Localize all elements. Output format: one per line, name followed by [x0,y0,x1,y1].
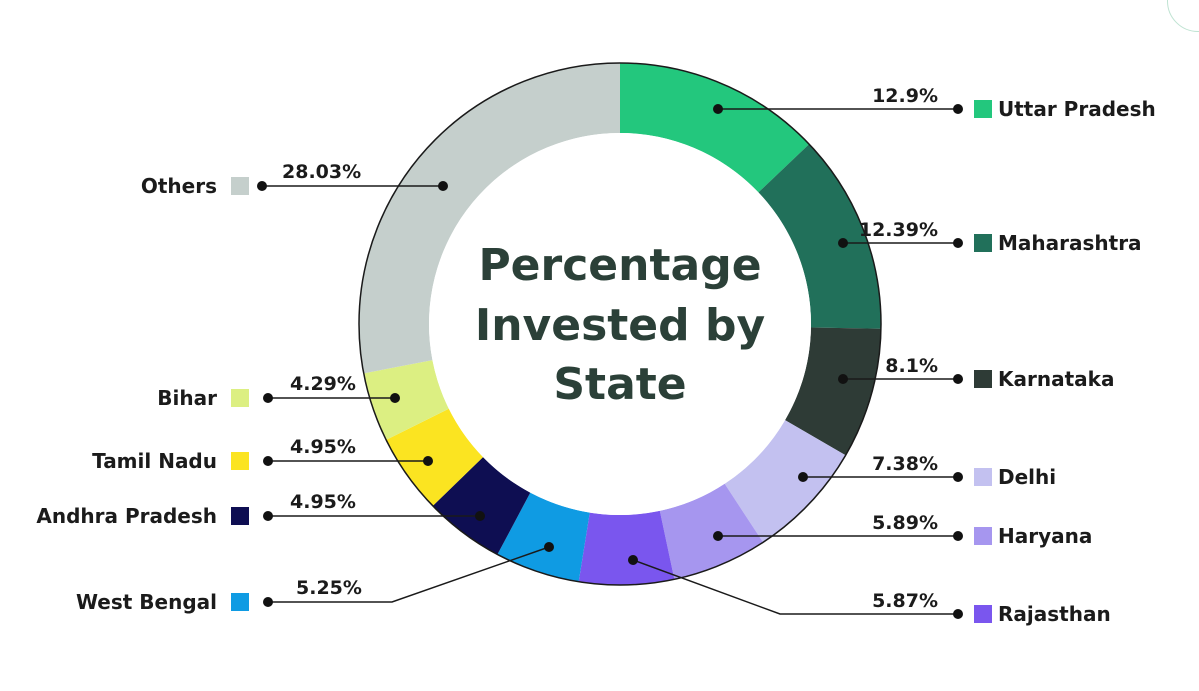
slice-karnataka [785,327,881,456]
legend-swatch [974,605,992,623]
slice-andhra-pradesh [432,457,531,555]
end-dot [953,238,963,248]
slice-west-bengal [497,492,590,582]
end-dot [263,456,273,466]
anchor-dot [713,104,723,114]
legend-swatch [974,234,992,252]
value-label: 5.87% [872,590,938,612]
callout-haryana: 5.89% Haryana [713,512,1092,548]
donut-hole [429,133,811,515]
legend-swatch [231,389,249,407]
value-label: 7.38% [872,453,938,475]
slice-uttar-pradesh [620,63,810,193]
leader-line [268,546,550,603]
value-label: 8.1% [885,355,938,377]
callout-tamil-nadu: 4.95% Tamil Nadu [92,436,433,473]
callout-karnataka: 8.1% Karnataka [838,355,1114,391]
category-label: Tamil Nadu [92,449,217,473]
slice-bihar [363,360,449,440]
category-label: Rajasthan [998,602,1111,626]
anchor-dot [798,472,808,482]
category-label: Others [141,174,217,198]
slice-haryana [659,483,764,580]
end-dot [953,609,963,619]
end-dot [953,104,963,114]
category-label: Karnataka [998,367,1114,391]
slice-maharashtra [758,144,881,329]
end-dot [263,511,273,521]
slice-rajasthan [578,510,675,585]
value-label: 5.25% [296,577,362,599]
category-label: Bihar [157,386,217,410]
end-dot [953,531,963,541]
leader-line [632,559,958,615]
legend-swatch [231,177,249,195]
anchor-dot [475,511,485,521]
value-label: 28.03% [282,161,361,183]
legend-swatch [974,527,992,545]
chart-title-line-1: Percentage [478,240,761,291]
anchor-dot [438,181,448,191]
value-label: 5.89% [872,512,938,534]
end-dot [953,374,963,384]
legend-swatch [974,100,992,118]
anchor-dot [423,456,433,466]
anchor-dot [838,374,848,384]
category-label: Andhra Pradesh [36,504,217,528]
slice-others [359,63,620,374]
anchor-dot [838,238,848,248]
slice-tamil-nadu [386,408,484,506]
chart-title-line-2: Invested by [475,300,765,351]
callout-west-bengal: 5.25% West Bengal [76,542,554,614]
outer-ring [358,62,882,586]
callout-bihar: 4.29% Bihar [157,373,400,410]
end-dot [953,472,963,482]
anchor-dot [713,531,723,541]
value-label: 4.29% [290,373,356,395]
legend-swatch [231,452,249,470]
category-label: West Bengal [76,590,217,614]
callout-others: 28.03% Others [141,161,448,198]
callout-uttar-pradesh: 12.9% Uttar Pradesh [713,85,1156,121]
legend-swatch [231,593,249,611]
value-label: 12.9% [872,85,938,107]
value-label: 4.95% [290,436,356,458]
value-label: 12.39% [859,219,938,241]
end-dot [263,393,273,403]
legend-swatch [974,468,992,486]
callout-andhra-pradesh: 4.95% Andhra Pradesh [36,491,485,528]
end-dot [257,181,267,191]
anchor-dot [390,393,400,403]
callout-maharashtra: 12.39% Maharashtra [838,219,1142,255]
callout-delhi: 7.38% Delhi [798,453,1056,489]
value-label: 4.95% [290,491,356,513]
end-dot [263,597,273,607]
category-label: Uttar Pradesh [998,97,1156,121]
callout-rajasthan: 5.87% Rajasthan [628,555,1111,626]
callouts-group: 12.9% Uttar Pradesh 12.39% Maharashtra 8.1% K… [36,85,1155,626]
anchor-dot [544,542,554,552]
anchor-dot [628,555,638,565]
legend-swatch [231,507,249,525]
slices-group [359,63,881,585]
category-label: Haryana [998,524,1092,548]
chart-title-line-3: State [553,359,686,410]
category-label: Maharashtra [998,231,1142,255]
legend-swatch [974,370,992,388]
slice-delhi [724,420,846,543]
category-label: Delhi [998,465,1056,489]
